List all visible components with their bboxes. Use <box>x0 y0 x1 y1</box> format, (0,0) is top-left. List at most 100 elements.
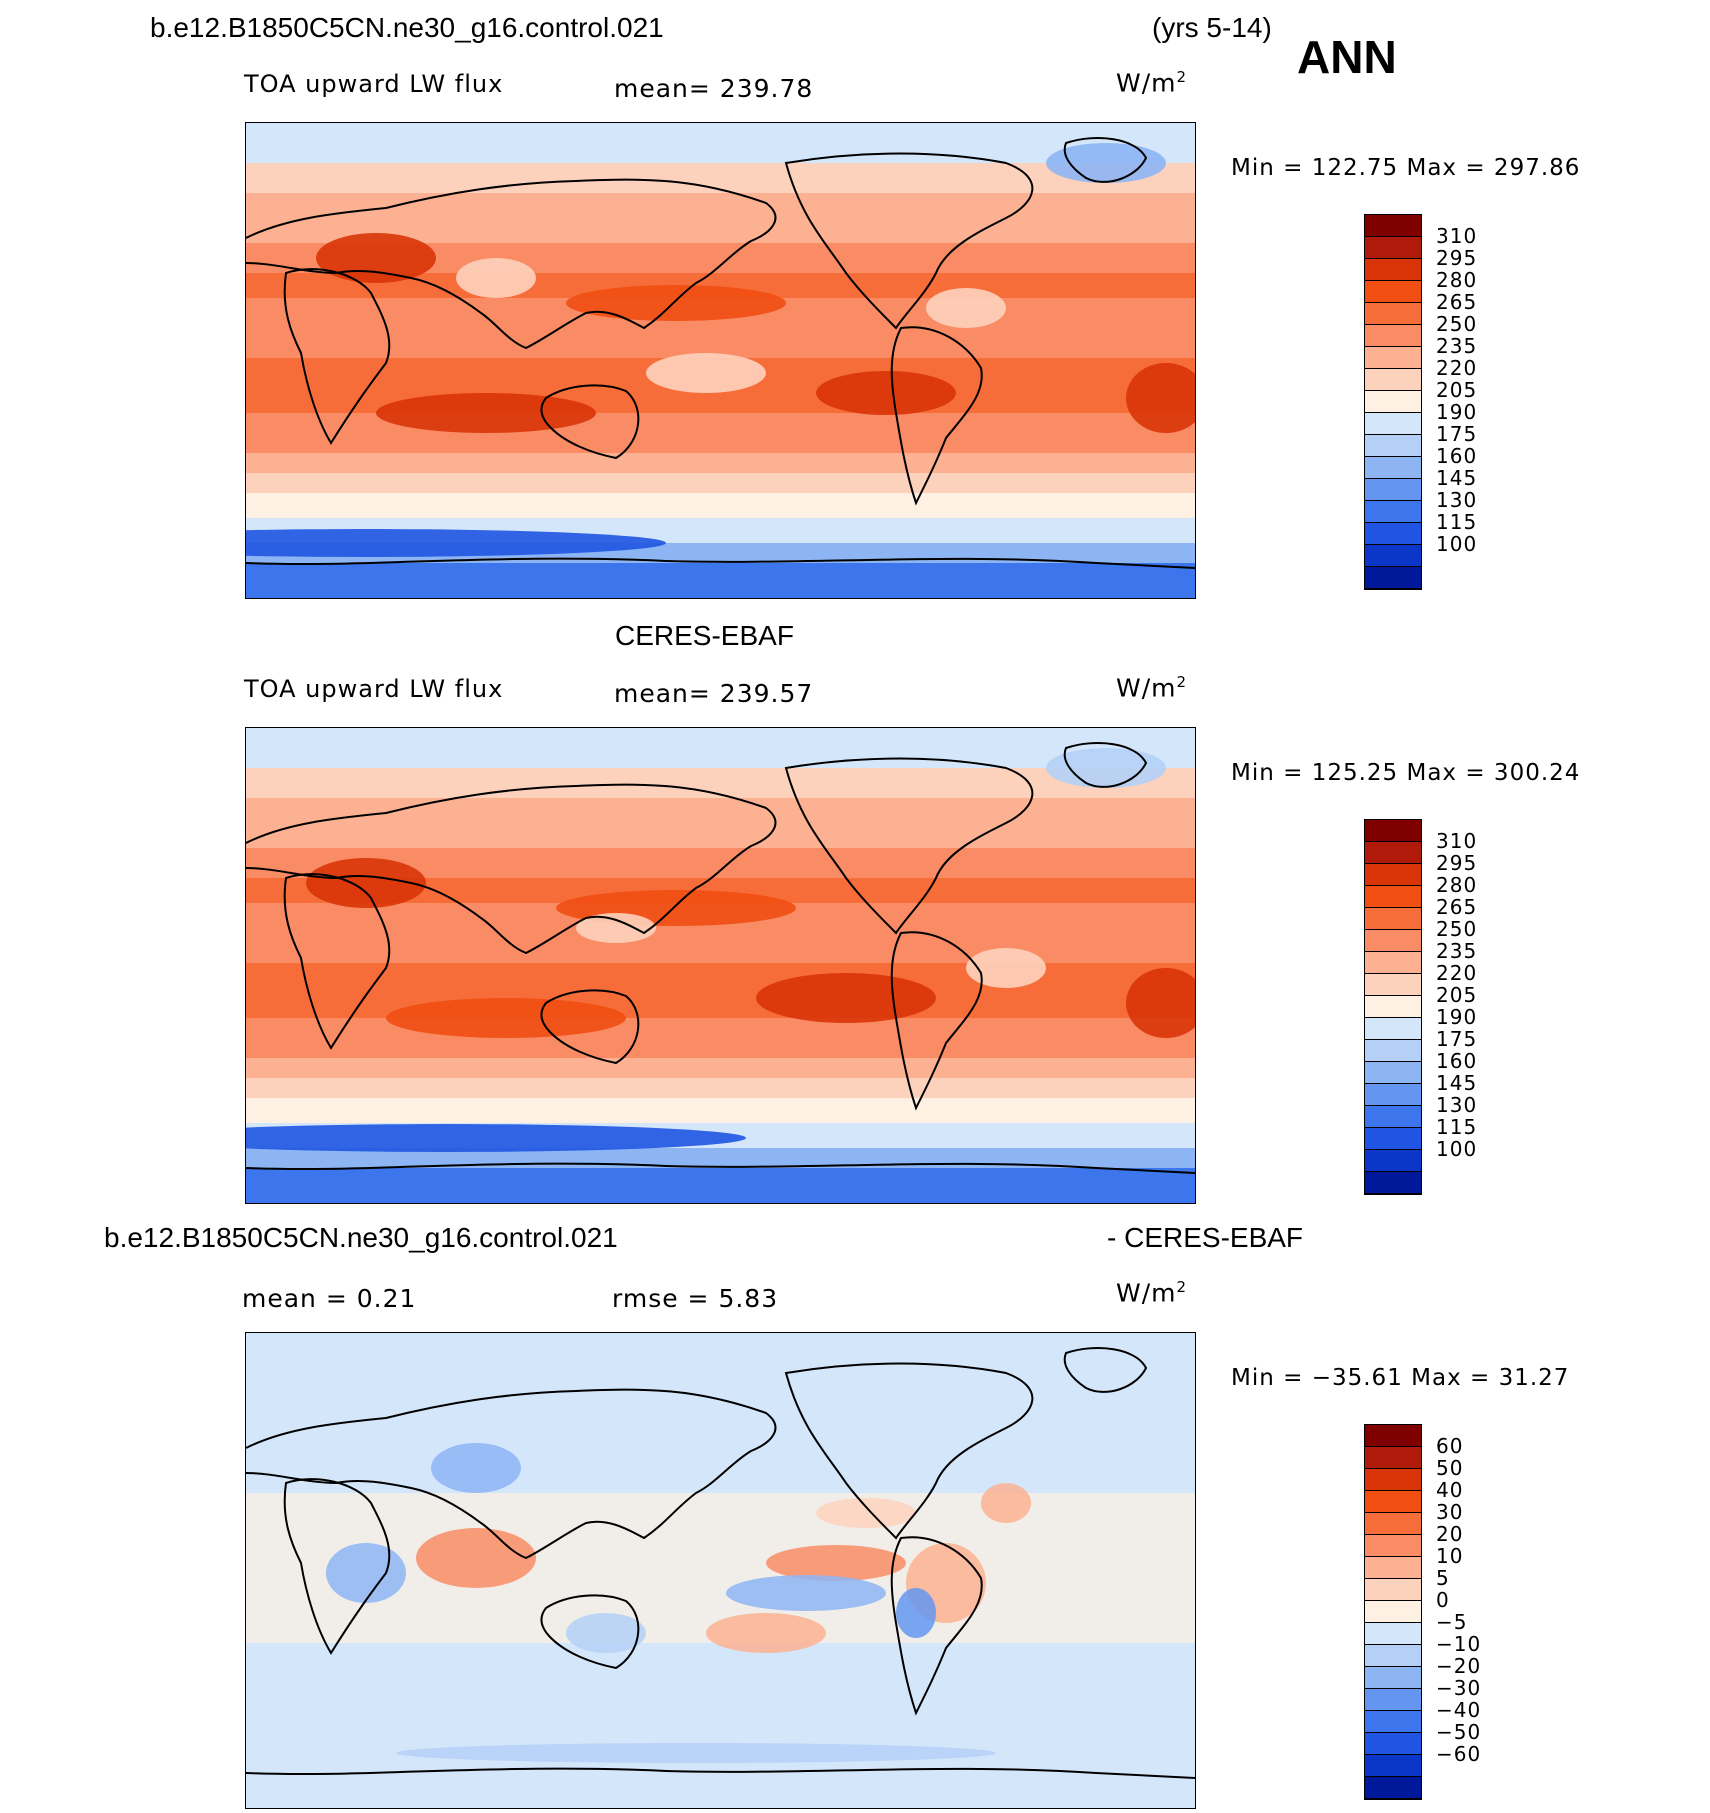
colorbar-box <box>1365 908 1421 930</box>
colorbar-tick-label: 0 <box>1436 1588 1450 1612</box>
colorbar-tick-label: 190 <box>1436 1005 1478 1029</box>
colorbar-tick-label: 205 <box>1436 983 1478 1007</box>
colorbar-tick-label: −5 <box>1436 1610 1468 1634</box>
panel-diff-colorbar: 60 50 40 30 20 10 5 0 −5 −10 −20 −30 −40 −50 −60 <box>1364 1424 1480 1800</box>
colorbar-box <box>1365 391 1421 413</box>
colorbar-box <box>1365 457 1421 479</box>
colorbar-box <box>1365 281 1421 303</box>
case-title: b.e12.B1850C5CN.ne30_g16.control.021 <box>150 12 664 43</box>
colorbar-box <box>1365 501 1421 523</box>
colorbar-tick-label: 130 <box>1436 488 1478 512</box>
colorbar-tick-label: 175 <box>1436 422 1478 446</box>
colorbar-tick-label: 5 <box>1436 1566 1450 1590</box>
colorbar-tick-label: 235 <box>1436 939 1478 963</box>
colorbar-box <box>1365 1645 1421 1667</box>
colorbar-tick-label: 160 <box>1436 444 1478 468</box>
years-label: (yrs 5-14) <box>1152 12 1272 43</box>
panel-model-units: W/m2 <box>1116 68 1188 98</box>
colorbar-tick-label: 115 <box>1436 510 1478 534</box>
colorbar-tick-label: 115 <box>1436 1115 1478 1139</box>
colorbar-tick-label: 145 <box>1436 1071 1478 1095</box>
panel-diff-units: W/m2 <box>1116 1278 1188 1308</box>
panel-diff-title-left: b.e12.B1850C5CN.ne30_g16.control.021 <box>104 1222 618 1253</box>
colorbar-tick-label: 50 <box>1436 1456 1464 1480</box>
colorbar-box <box>1365 1601 1421 1623</box>
colorbar-tick-label: −20 <box>1436 1654 1482 1678</box>
panel-diff-mean: mean = 0.21 <box>242 1284 417 1313</box>
colorbar-box <box>1365 545 1421 567</box>
colorbar-box <box>1365 259 1421 281</box>
colorbar-tick-label: 130 <box>1436 1093 1478 1117</box>
colorbar-tick-label: 10 <box>1436 1544 1464 1568</box>
panel-model-map <box>245 122 1196 599</box>
colorbar-box <box>1365 930 1421 952</box>
colorbar-box <box>1365 1733 1421 1755</box>
panel-diff-rmse: rmse = 5.83 <box>612 1284 779 1313</box>
colorbar-tick-label: −50 <box>1436 1720 1482 1744</box>
colorbar-box <box>1365 1755 1421 1777</box>
colorbar-box <box>1365 1513 1421 1535</box>
colorbar-tick-label: 220 <box>1436 961 1478 985</box>
panel-model-minmax: Min = 122.75 Max = 297.86 <box>1231 155 1581 181</box>
colorbar-box <box>1365 1535 1421 1557</box>
colorbar-box <box>1365 413 1421 435</box>
colorbar-tick-label: 295 <box>1436 851 1478 875</box>
colorbar-box <box>1365 820 1421 842</box>
panel-diff-minmax: Min = −35.61 Max = 31.27 <box>1231 1365 1570 1391</box>
colorbar-tick-label: 205 <box>1436 378 1478 402</box>
colorbar-tick-label: 190 <box>1436 400 1478 424</box>
colorbar-box <box>1365 1018 1421 1040</box>
colorbar-box <box>1365 1106 1421 1128</box>
colorbar-tick-label: −10 <box>1436 1632 1482 1656</box>
colorbar-box <box>1365 1150 1421 1172</box>
colorbar-box <box>1365 864 1421 886</box>
colorbar-box <box>1365 886 1421 908</box>
colorbar-tick-label: 295 <box>1436 246 1478 270</box>
colorbar-tick-label: −40 <box>1436 1698 1482 1722</box>
colorbar-box <box>1365 1557 1421 1579</box>
colorbar-box <box>1365 1062 1421 1084</box>
colorbar-box <box>1365 1777 1421 1799</box>
colorbar-tick-label: 280 <box>1436 873 1478 897</box>
colorbar-box <box>1365 1623 1421 1645</box>
colorbar-box <box>1365 325 1421 347</box>
colorbar-tick-label: 40 <box>1436 1478 1464 1502</box>
panel-obs-colorbar: 310 295 280 265 250 235 220 205 190 175 160 145 130 1… <box>1364 819 1476 1195</box>
colorbar-tick-label: 220 <box>1436 356 1478 380</box>
colorbar-box <box>1365 523 1421 545</box>
colorbar-box <box>1365 1128 1421 1150</box>
colorbar-box <box>1365 369 1421 391</box>
panel-obs-variable: TOA upward LW flux <box>244 675 504 703</box>
colorbar-tick-label: 280 <box>1436 268 1478 292</box>
panel-model-colorbar: 310 295 280 265 250 235 220 205 190 175 160 145 130 1… <box>1364 214 1476 590</box>
colorbar-tick-label: 265 <box>1436 290 1478 314</box>
colorbar-box <box>1365 1491 1421 1513</box>
colorbar-tick-label: 250 <box>1436 917 1478 941</box>
panel-diff-map <box>245 1332 1196 1809</box>
colorbar-box <box>1365 1172 1421 1194</box>
colorbar-box <box>1365 1579 1421 1601</box>
colorbar-tick-label: 60 <box>1436 1434 1464 1458</box>
colorbar-tick-label: 30 <box>1436 1500 1464 1524</box>
panel-obs-map <box>245 727 1196 1204</box>
colorbar-box <box>1365 479 1421 501</box>
colorbar-tick-label: 250 <box>1436 312 1478 336</box>
panel-model-variable: TOA upward LW flux <box>244 70 504 98</box>
colorbar-box <box>1365 1084 1421 1106</box>
colorbar-box <box>1365 347 1421 369</box>
colorbar-tick-label: 235 <box>1436 334 1478 358</box>
colorbar-box <box>1365 974 1421 996</box>
colorbar-box <box>1365 1040 1421 1062</box>
colorbar-tick-label: 310 <box>1436 224 1478 248</box>
colorbar-box <box>1365 567 1421 589</box>
panel-obs-minmax: Min = 125.25 Max = 300.24 <box>1231 760 1581 786</box>
colorbar-box <box>1365 303 1421 325</box>
season-label: ANN <box>1297 31 1397 83</box>
colorbar-tick-label: 160 <box>1436 1049 1478 1073</box>
colorbar-tick-label: 310 <box>1436 829 1478 853</box>
panel-obs-mean: mean= 239.57 <box>614 679 814 708</box>
colorbar-tick-label: 100 <box>1436 532 1478 556</box>
colorbar-tick-label: −60 <box>1436 1742 1482 1766</box>
colorbar-box <box>1365 215 1421 237</box>
colorbar-tick-label: 145 <box>1436 466 1478 490</box>
